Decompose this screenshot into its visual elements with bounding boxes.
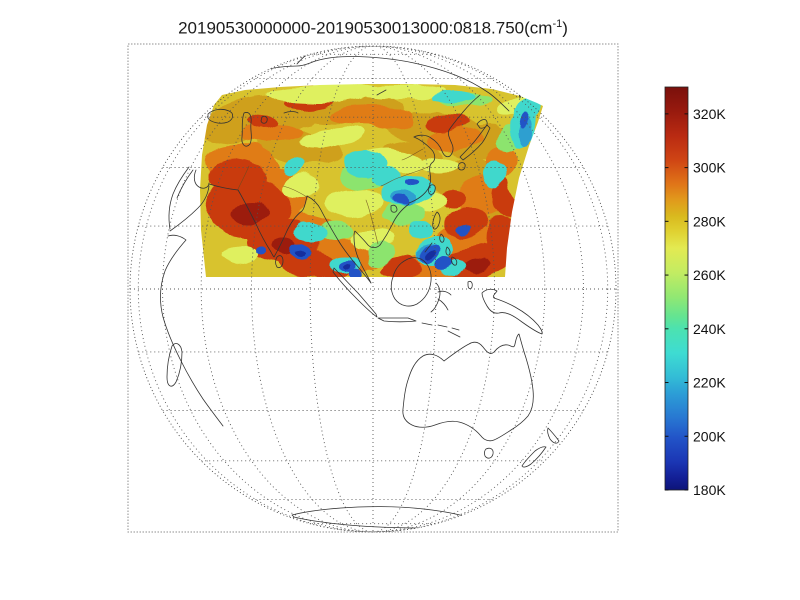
swath-blob-yellowgreen [280,176,320,196]
plot-title-close-paren: ) [562,18,568,38]
swath-blob-cyan [407,223,431,239]
island-taiwan [428,184,436,195]
island-kyushu [457,162,466,171]
swath-blob-darkblue [346,261,354,267]
coastline-east-africa [160,234,224,427]
swath-blob-yellowgreen [296,128,364,154]
island-madagascar [166,343,183,387]
river-yangtze [380,165,431,187]
colorbar-tick-label: 280K [693,213,726,229]
swath-blob-blue [439,255,455,267]
coastline-malay-gulf-thailand [353,230,381,284]
graticule-meridian [251,46,495,532]
swath-blob-darkred [237,201,269,223]
island-hokkaido [476,119,488,129]
colorbar-tick-label: 260K [693,267,726,283]
swath-blob-darkred [466,260,490,272]
graticule-meridian [200,46,546,532]
island-tasmania [483,447,494,459]
coastline-australia [402,333,534,442]
island-sri-lanka [275,255,284,269]
coastline-red-sea [168,166,194,230]
colorbar: 320K 300K 280K 260K 240K 220K 200K 180K [664,86,726,498]
swath-blob-yellowgreen [355,84,445,97]
colorbar-tick-label: 240K [693,321,726,337]
islands-new-zealand [521,427,560,468]
graticule-meridian [162,46,584,532]
island-java-sundas [377,317,461,338]
lake-baikal [376,89,387,96]
swath-blob-red [245,120,279,132]
coastline-vietnam [379,203,410,246]
colorbar-tick-label: 300K [693,160,726,176]
river-mekong [365,199,379,245]
swath-blob-yellowgreen [420,153,460,169]
coastline-bay-of-bengal [306,195,372,284]
swath-blob-red [208,158,260,194]
plot-title-text: 20190530000000-20190530013000:0818.750(c… [178,18,553,38]
swath-blob-cyan [371,166,401,186]
swath-blob-yellowgreen [324,187,380,215]
swath-blob-blue [255,246,267,256]
river-indus [237,165,250,190]
swath-blob-red [444,211,488,241]
swath-blob-blue [516,111,526,127]
colorbar-tick-label: 200K [693,428,726,444]
swath-blob-blue [391,196,405,206]
swath-blob-cyan [484,160,508,192]
graticule [130,46,616,532]
swath-blob-red [486,221,512,271]
island-new-guinea [481,288,543,335]
plot-title: 20190530000000-20190530013000:0818.750(c… [128,18,618,39]
graticule-meridian [137,46,609,532]
colorbar-gradient-bar [664,86,689,491]
island-sulawesi [430,280,473,313]
swath-blob-darkblue [429,250,437,256]
swath-blob-red [426,114,466,128]
globe-limb [129,45,617,533]
swath-blob-red [495,182,517,222]
swath-blob-green [378,204,422,228]
island-sumatra [332,267,378,318]
swath-blob-darkblue [297,250,305,256]
coastline-india [237,189,308,258]
swath-blob-green [368,244,396,260]
colorbar-tick-label: 220K [693,375,726,391]
graticule-meridian [309,46,437,532]
plot-title-superscript: -1 [552,18,563,30]
swath-blob-red [438,190,466,210]
colorbar-tick-label: 320K [693,106,726,122]
lake-aral-sea [260,111,299,124]
coastline-arabia [169,169,239,232]
coastline-korea [413,94,481,158]
swath-blob-cyan [279,162,303,176]
islands-philippines [424,211,458,266]
swath-blob-green [319,221,353,241]
river-yellow [401,148,424,161]
colorbar-ticks: 320K 300K 280K 260K 240K 220K 200K 180K [665,106,726,498]
swath-blob-blue [354,265,370,275]
lake-black-sea [207,108,234,124]
swath-blob-cyan [295,222,327,242]
swath-blob-blue [406,179,418,187]
swath-blob-orange [332,104,412,128]
island-borneo [390,257,432,307]
lake-caspian-sea [241,112,252,147]
island-hainan [390,204,398,213]
swath-blob-orange [431,125,481,147]
river-ganges [282,185,308,198]
swath-blob-cyan [430,90,470,102]
colorbar-tick-label: 180K [693,482,726,498]
rivers [237,148,431,245]
swath-blob-red [386,254,426,272]
data-swath [200,84,543,277]
swath-blob-yellowgreen [222,246,258,266]
swath-blob-darkred [274,239,298,255]
swath-blob-blue [456,228,470,238]
swath-blob-yellowgreen [270,85,370,101]
